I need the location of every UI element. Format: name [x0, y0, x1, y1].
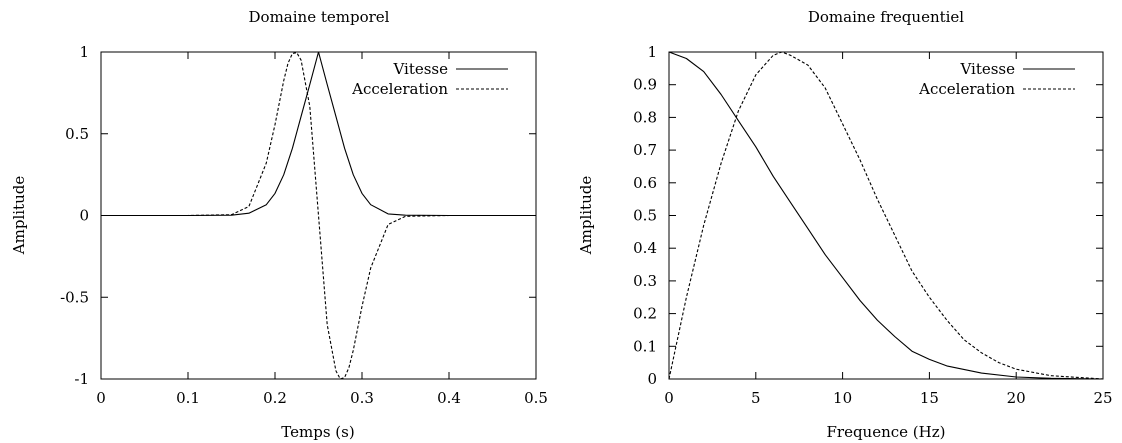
y-axis-label: Amplitude: [577, 176, 595, 256]
y-ticks: 0 0.1 0.2 0.3 0.4 0.5 0.6 0.7 0.8 0.9 1: [633, 43, 1103, 388]
x-tick-label: 0.2: [263, 389, 287, 407]
legend-label-vitesse: Vitesse: [392, 60, 448, 78]
y-tick-label: 0.6: [633, 174, 657, 192]
x-tick-label: 15: [920, 389, 939, 407]
chart-title: Domaine temporel: [249, 8, 390, 26]
y-tick-label: 0: [79, 207, 89, 225]
x-tick-label: 20: [1007, 389, 1026, 407]
y-tick-label: -1: [74, 370, 89, 388]
y-tick-label: 0.8: [633, 108, 657, 126]
x-ticks: 0 5 10 15 20 25: [664, 52, 1113, 407]
x-tick-label: 5: [751, 389, 761, 407]
legend-label-acceleration: Acceleration: [918, 80, 1015, 98]
legend: Vitesse Acceleration: [918, 60, 1075, 98]
legend-label-acceleration: Acceleration: [351, 80, 448, 98]
y-ticks: -1 -0.5 0 0.5 1: [60, 43, 536, 388]
x-tick-label: 25: [1093, 389, 1112, 407]
x-tick-label: 0: [96, 389, 106, 407]
frequency-domain-chart: Domaine frequentiel 0 5 10 15 20 25 0 0.1 0.2 0.…: [577, 8, 1113, 441]
y-tick-label: -0.5: [60, 288, 89, 306]
series-lines: [668, 51, 1104, 380]
x-axis-label: Temps (s): [281, 423, 354, 441]
x-ticks: 0 0.1 0.2 0.3 0.4 0.5: [96, 52, 548, 407]
y-tick-label: 0.5: [65, 125, 89, 143]
x-tick-label: 10: [833, 389, 852, 407]
x-tick-label: 0: [664, 389, 674, 407]
time-domain-chart: Domaine temporel 0 0.1 0.2 0.3 0.4 0.5 -1 -0.5…: [10, 8, 548, 441]
y-tick-label: 0.5: [633, 207, 657, 225]
chart-title: Domaine frequentiel: [808, 8, 964, 26]
y-tick-label: 0: [647, 370, 657, 388]
plot-frame: [668, 51, 1104, 380]
series-lines: [101, 51, 536, 380]
x-tick-label: 0.5: [524, 389, 548, 407]
series-line-acceleration: [101, 52, 536, 380]
y-tick-label: 1: [79, 43, 89, 61]
y-tick-label: 0.3: [633, 272, 657, 290]
y-axis-label: Amplitude: [10, 176, 28, 256]
x-tick-label: 0.4: [437, 389, 461, 407]
series-line-acceleration: [668, 51, 1104, 380]
series-line-vitesse: [668, 51, 1104, 380]
x-tick-label: 0.3: [350, 389, 374, 407]
y-tick-label: 0.9: [633, 76, 657, 94]
y-tick-label: 0.4: [633, 239, 657, 257]
y-tick-label: 0.7: [633, 141, 657, 159]
legend-label-vitesse: Vitesse: [959, 60, 1015, 78]
x-axis-label: Frequence (Hz): [827, 423, 946, 441]
y-tick-label: 1: [647, 43, 657, 61]
y-tick-label: 0.2: [633, 305, 657, 323]
legend: Vitesse Acceleration: [351, 60, 508, 98]
series-line-vitesse: [101, 51, 536, 217]
x-tick-label: 0.1: [176, 389, 200, 407]
y-tick-label: 0.1: [633, 337, 657, 355]
